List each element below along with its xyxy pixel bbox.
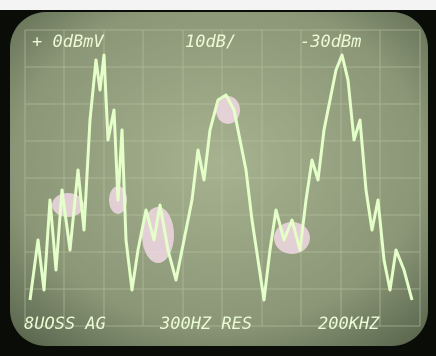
photo: + 0dBmV 10dB/ -30dBm 8UOSS AG 300HZ RES …: [0, 0, 436, 356]
top-label: 10dB/: [185, 32, 236, 52]
top-strip: [0, 0, 436, 10]
bottom-label: 8UOSS AG: [24, 314, 106, 334]
top-label: + 0dBmV: [32, 32, 104, 52]
bottom-label: 300HZ RES: [159, 314, 252, 334]
top-label: -30dBm: [300, 32, 361, 52]
bottom-label: 200KHZ: [318, 314, 380, 334]
